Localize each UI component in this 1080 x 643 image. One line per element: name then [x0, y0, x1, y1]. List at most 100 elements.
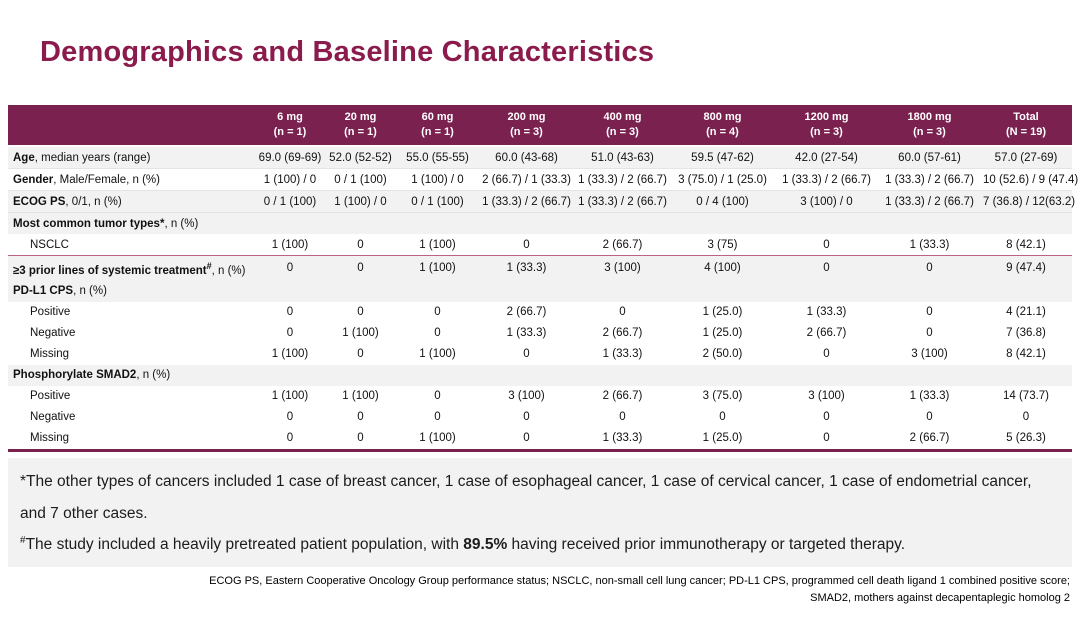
abbreviations-line-2: SMAD2, mothers against decapentaplegic h… — [810, 591, 1070, 604]
cell-value: 51.0 (43-63) — [574, 146, 671, 170]
cell-value: 0 — [434, 390, 441, 403]
column-header: 400 mg (n = 3) — [574, 105, 671, 148]
footnote-prior-treatment: #The study included a heavily pretreated… — [20, 529, 1060, 561]
column-header: 800 mg (n = 4) — [671, 105, 774, 148]
cell-value: 8 (42.1) — [980, 234, 1072, 257]
cell-value: 5 (26.3) — [980, 427, 1072, 452]
section-header-row: Phosphorylate SMAD2, n (%) — [8, 364, 1072, 386]
cell-value: 0 — [926, 306, 933, 319]
row-label-part: , Male/Female, n (%) — [53, 173, 160, 186]
row-label-part: Negative — [30, 411, 76, 424]
section-header-row: Most common tumor types*, n (%) — [8, 212, 1072, 235]
footnote-marker-hash: # — [20, 535, 26, 547]
table-row: Missing 0 0 1 (100) 0 1 (33.3) 1 (25.0) 0 2 (66.… — [8, 427, 1072, 452]
row-label-part: PD-L1 CPS — [13, 285, 74, 298]
cell-value: 2 (66.7) — [806, 327, 847, 340]
cell-value: 0 — [1022, 411, 1030, 424]
row-label: Negative — [8, 407, 255, 428]
row-label: NSCLC — [8, 234, 255, 257]
page-title: Demographics and Baseline Characteristic… — [40, 36, 655, 68]
column-header: 1800 mg (n = 3) — [879, 105, 980, 148]
cell-value: 1 (33.3) — [879, 234, 980, 257]
cell-value: 3 (75) — [671, 234, 774, 257]
cell-value: 1 (100) — [396, 234, 479, 257]
row-label-part: , 0/1, n (%) — [65, 195, 122, 208]
cell-value: 2 (66.7) — [602, 327, 643, 340]
column-header: 1200 mg (n = 3) — [774, 105, 879, 148]
table-row: ≥3 prior lines of systemic treatment#, n… — [8, 255, 1072, 281]
row-label-part: , n (%) — [164, 217, 199, 230]
row-label: ECOG PS, 0/1, n (%) — [8, 190, 255, 214]
cell-value: 1 (25.0) — [671, 427, 774, 452]
table-row: Negative 0 1 (100) 0 1 (33.3) 2 (66.7) 1 (25.0… — [8, 323, 1072, 344]
row-label-part: Missing — [30, 348, 69, 361]
footnotes-panel: *The other types of cancers included 1 c… — [8, 457, 1072, 568]
cell-value: 1 (100) / 0 — [396, 168, 479, 192]
header-corner-cell — [8, 105, 255, 148]
cell-value: 10 (52.6) / 9 (47.4) — [980, 168, 1078, 192]
row-label: Positive — [8, 302, 255, 323]
row-label: Gender, Male/Female, n (%) — [8, 168, 255, 192]
cell-value: 0 — [774, 427, 879, 452]
table-row: Positive 1 (100) 1 (100) 0 3 (100) 2 (66.7) 3 … — [8, 386, 1072, 407]
row-label-part: Age — [13, 151, 35, 164]
table-row: Positive 0 0 0 2 (66.7) 0 1 (25.0) 1 (33.3) 0 4 (… — [8, 302, 1072, 323]
cell-value: 0 — [823, 348, 830, 361]
cell-value: 0 — [523, 348, 530, 361]
column-header: 200 mg (n = 3) — [479, 105, 574, 148]
cell-value: 2 (66.7) — [506, 306, 547, 319]
cell-value: 0 — [479, 234, 574, 257]
row-label-part: ECOG PS — [13, 195, 66, 208]
cell-value: 1 (100) — [342, 327, 379, 340]
cell-value: 0 — [926, 327, 933, 340]
cell-value: 60.0 (57-61) — [879, 146, 980, 170]
cell-value: 1 (100) — [342, 390, 379, 403]
table-row: Missing 1 (100) 0 1 (100) 0 1 (33.3) 2 (50.0) 0… — [8, 344, 1072, 365]
row-label-part: Gender — [13, 173, 54, 186]
section-filler — [255, 365, 1072, 386]
cell-value: 1 (33.3) / 2 (66.7) — [879, 168, 980, 192]
cell-value: 8 (42.1) — [1006, 348, 1046, 361]
cell-value: 3 (75.0) — [702, 390, 743, 403]
cell-value: 42.0 (27-54) — [774, 146, 879, 170]
cell-value: 1 (100) / 0 — [255, 168, 325, 192]
cell-value: 0 / 1 (100) — [396, 190, 479, 214]
cell-value: 0 — [774, 234, 879, 257]
cell-value: 0 — [325, 427, 396, 452]
cell-value: 0 — [434, 327, 441, 340]
cell-value: 1 (33.3) / 2 (66.7) — [774, 168, 879, 192]
cell-value: 0 — [357, 306, 364, 319]
cell-value: 9 (47.4) — [1006, 262, 1046, 275]
row-label: Negative — [8, 323, 255, 344]
cell-value: 2 (50.0) — [702, 348, 743, 361]
footnote-text: The other types of cancers included 1 ca… — [20, 472, 1032, 522]
cell-value: 0 — [719, 411, 726, 424]
cell-value: 0 — [286, 327, 294, 340]
cell-value: 1 (100) — [255, 234, 325, 257]
row-label: ≥3 prior lines of systemic treatment#, n… — [8, 256, 255, 281]
cell-value: 1 (25.0) — [702, 306, 743, 319]
cell-value: 0 — [357, 262, 364, 275]
cell-value: 0 / 1 (100) — [255, 190, 325, 214]
row-label: Phosphorylate SMAD2, n (%) — [8, 365, 255, 386]
cell-value: 1 (33.3) — [506, 327, 547, 340]
cell-value: 69.0 (69-69) — [255, 146, 325, 170]
cell-value: 3 (100) — [604, 262, 641, 275]
cell-value: 1 (33.3) / 2 (66.7) — [574, 190, 671, 214]
row-label-part: Most common tumor types* — [13, 217, 165, 230]
cell-value: 2 (66.7) — [602, 390, 643, 403]
row-label: Age, median years (range) — [8, 146, 255, 170]
cell-value: 1 (100) — [419, 262, 456, 275]
cell-value: 0 — [823, 411, 830, 424]
cell-value: 0 — [619, 306, 626, 319]
cell-value: 0 — [926, 411, 933, 424]
cell-value: 59.5 (47-62) — [671, 146, 774, 170]
cell-value: 0 — [619, 411, 626, 424]
cell-value: 3 (100) — [911, 348, 948, 361]
row-label-part: , n (%) — [73, 285, 107, 298]
cell-value: 0 — [357, 348, 364, 361]
cell-value: 4 (21.1) — [1006, 306, 1046, 319]
row-label-part: , median years (range) — [34, 151, 151, 164]
cell-value: 1 (33.3) / 2 (66.7) — [574, 168, 671, 192]
column-header: 6 mg (n = 1) — [255, 105, 325, 148]
